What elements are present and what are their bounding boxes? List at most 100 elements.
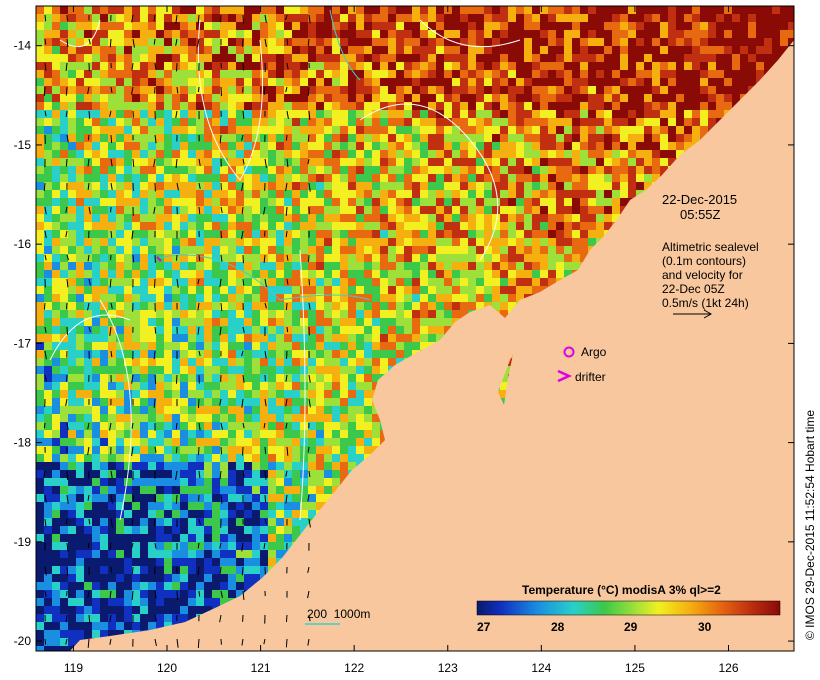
sst-cell [148, 382, 156, 390]
sst-cell [580, 94, 588, 102]
sst-cell [340, 374, 348, 382]
sst-cell [444, 294, 452, 302]
sst-cell [420, 246, 428, 254]
sst-cell [580, 14, 588, 22]
sst-cell [244, 286, 252, 294]
sst-cell [604, 78, 612, 86]
sst-cell [372, 358, 380, 366]
sst-cell [588, 134, 596, 142]
sst-cell [660, 62, 668, 70]
sst-cell [660, 150, 668, 158]
sst-cell [212, 350, 220, 358]
sst-cell [444, 262, 452, 270]
sst-cell [372, 126, 380, 134]
sst-cell [580, 182, 588, 190]
sst-cell [156, 150, 164, 158]
sst-cell [116, 126, 124, 134]
sst-cell [300, 390, 308, 398]
sst-cell [292, 166, 300, 174]
sst-cell [44, 214, 52, 222]
sst-cell [164, 398, 172, 406]
sst-cell [340, 286, 348, 294]
sst-cell [140, 86, 148, 94]
sst-cell [212, 358, 220, 366]
sst-cell [60, 126, 68, 134]
sst-cell [220, 246, 228, 254]
sst-cell [148, 38, 156, 46]
sst-cell [324, 254, 332, 262]
sst-cell [228, 342, 236, 350]
sst-cell [260, 22, 268, 30]
sst-cell [292, 70, 300, 78]
sst-cell [44, 238, 52, 246]
sst-cell [108, 14, 116, 22]
sst-cell [716, 54, 724, 62]
sst-cell [148, 414, 156, 422]
sst-cell [180, 334, 188, 342]
sst-cell [628, 22, 636, 30]
sst-cell [164, 302, 172, 310]
sst-cell [324, 390, 332, 398]
sst-cell [100, 294, 108, 302]
sst-cell [60, 182, 68, 190]
sst-cell [532, 126, 540, 134]
sst-cell [484, 230, 492, 238]
sst-cell [436, 302, 444, 310]
sst-cell [52, 62, 60, 70]
sst-cell [76, 246, 84, 254]
sst-cell [180, 38, 188, 46]
sst-cell [404, 286, 412, 294]
sst-cell [724, 102, 732, 110]
sst-cell [116, 294, 124, 302]
sst-cell [676, 30, 684, 38]
sst-cell [204, 390, 212, 398]
sst-cell [260, 390, 268, 398]
sst-cell [348, 342, 356, 350]
sst-cell [564, 110, 572, 118]
sst-cell [636, 6, 644, 14]
sst-cell [420, 70, 428, 78]
sst-cell [732, 94, 740, 102]
sst-cell [52, 78, 60, 86]
sst-cell [244, 422, 252, 430]
sst-cell [628, 46, 636, 54]
sst-cell [236, 6, 244, 14]
sst-cell [364, 238, 372, 246]
sst-cell [356, 254, 364, 262]
sst-cell [52, 350, 60, 358]
sst-cell [316, 70, 324, 78]
sst-cell [68, 142, 76, 150]
sst-cell [684, 62, 692, 70]
sst-cell [340, 414, 348, 422]
sst-cell [52, 150, 60, 158]
sst-cell [580, 70, 588, 78]
sst-cell [412, 238, 420, 246]
sst-cell [180, 414, 188, 422]
sst-cell [220, 222, 228, 230]
sst-cell [132, 134, 140, 142]
sst-cell [172, 30, 180, 38]
sst-cell [316, 374, 324, 382]
sst-cell [100, 158, 108, 166]
sst-cell [484, 6, 492, 14]
sst-cell [124, 78, 132, 86]
sst-cell [108, 310, 116, 318]
sst-cell [348, 318, 356, 326]
sst-cell [140, 190, 148, 198]
sst-cell [348, 6, 356, 14]
sst-cell [380, 318, 388, 326]
sst-cell [84, 14, 92, 22]
sst-cell [444, 326, 452, 334]
sst-cell [532, 278, 540, 286]
sst-cell [276, 358, 284, 366]
sst-cell [308, 278, 316, 286]
sst-cell [180, 126, 188, 134]
sst-cell [268, 358, 276, 366]
sst-cell [100, 230, 108, 238]
sst-cell [316, 222, 324, 230]
sst-cell [260, 102, 268, 110]
sst-cell [348, 398, 356, 406]
sst-cell [404, 30, 412, 38]
sst-cell [76, 262, 84, 270]
sst-cell [124, 390, 132, 398]
